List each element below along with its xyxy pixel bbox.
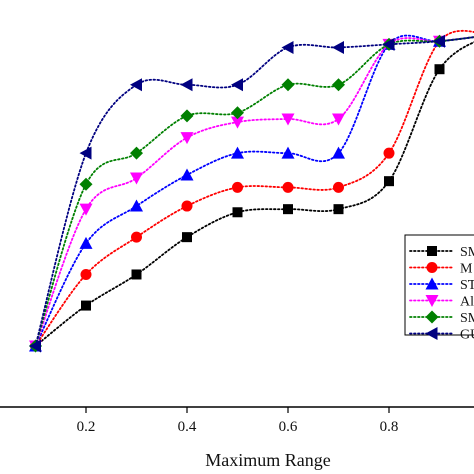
data-point (333, 204, 344, 215)
legend-label: SM (460, 311, 474, 326)
data-point (332, 146, 345, 159)
data-point (281, 146, 295, 159)
data-point (282, 181, 294, 193)
data-point (434, 64, 445, 75)
data-point (231, 106, 244, 120)
data-point (231, 146, 244, 159)
data-point (232, 181, 243, 193)
legend-label: GU (460, 328, 474, 343)
data-point (181, 200, 193, 212)
legend-item: M (409, 262, 473, 277)
data-point (180, 78, 193, 92)
legend-item: ST (409, 277, 474, 293)
data-point (281, 78, 295, 92)
legend-marker (425, 327, 438, 340)
x-axis-ticks: 0.2 0.4 0.6 0.8 (77, 407, 399, 435)
data-point (232, 207, 243, 218)
legend-marker (425, 310, 439, 324)
legend-label: ST (460, 278, 474, 293)
series-layer (29, 29, 474, 353)
data-point (231, 78, 243, 92)
series-6 (29, 34, 474, 353)
legend-item: SM (409, 245, 474, 260)
series-line (34, 41, 474, 347)
series-line (34, 29, 474, 347)
legend-item: Al (409, 295, 474, 310)
legend-item: SM (409, 310, 474, 326)
data-point (29, 339, 41, 353)
data-point (180, 109, 194, 123)
data-point (433, 34, 445, 48)
data-point (231, 116, 244, 129)
data-point (180, 168, 194, 181)
series-line (34, 34, 474, 347)
data-point (79, 146, 92, 160)
data-point (332, 78, 345, 92)
x-tick-label: 0.8 (380, 419, 399, 435)
legend-label: M (460, 262, 473, 277)
legend-marker (426, 262, 438, 273)
data-point (81, 300, 91, 311)
data-point (80, 268, 92, 280)
data-point (382, 37, 395, 51)
data-point (332, 113, 345, 126)
data-point (281, 40, 294, 54)
x-tick-label: 0.2 (77, 419, 96, 435)
legend-item: GU (409, 327, 474, 343)
legend-marker (425, 277, 439, 290)
plot-area: 0.2 0.4 0.6 0.8 (0, 29, 474, 435)
data-point (333, 181, 344, 193)
legend-label: SM (460, 245, 474, 260)
data-point (79, 236, 93, 249)
legend: SMMSTAlSMGU (404, 234, 474, 343)
data-point (130, 146, 143, 160)
data-point (383, 147, 395, 159)
x-tick-label: 0.4 (178, 419, 197, 435)
series-line (34, 36, 474, 347)
data-point (332, 40, 344, 54)
data-point (131, 231, 142, 243)
data-point (79, 203, 93, 216)
data-point (180, 132, 194, 145)
x-axis-title: Maximum Range (205, 450, 330, 470)
data-point (182, 232, 192, 243)
legend-marker (427, 246, 437, 256)
data-point (131, 269, 142, 280)
legend-label: Al (460, 295, 474, 310)
legend-marker (425, 295, 439, 307)
data-point (281, 113, 295, 126)
data-point (384, 176, 394, 187)
x-tick-label: 0.6 (279, 419, 298, 435)
data-point (130, 199, 143, 212)
data-point (130, 78, 142, 92)
data-point (130, 172, 143, 185)
data-point (79, 177, 93, 191)
data-point (283, 204, 293, 215)
